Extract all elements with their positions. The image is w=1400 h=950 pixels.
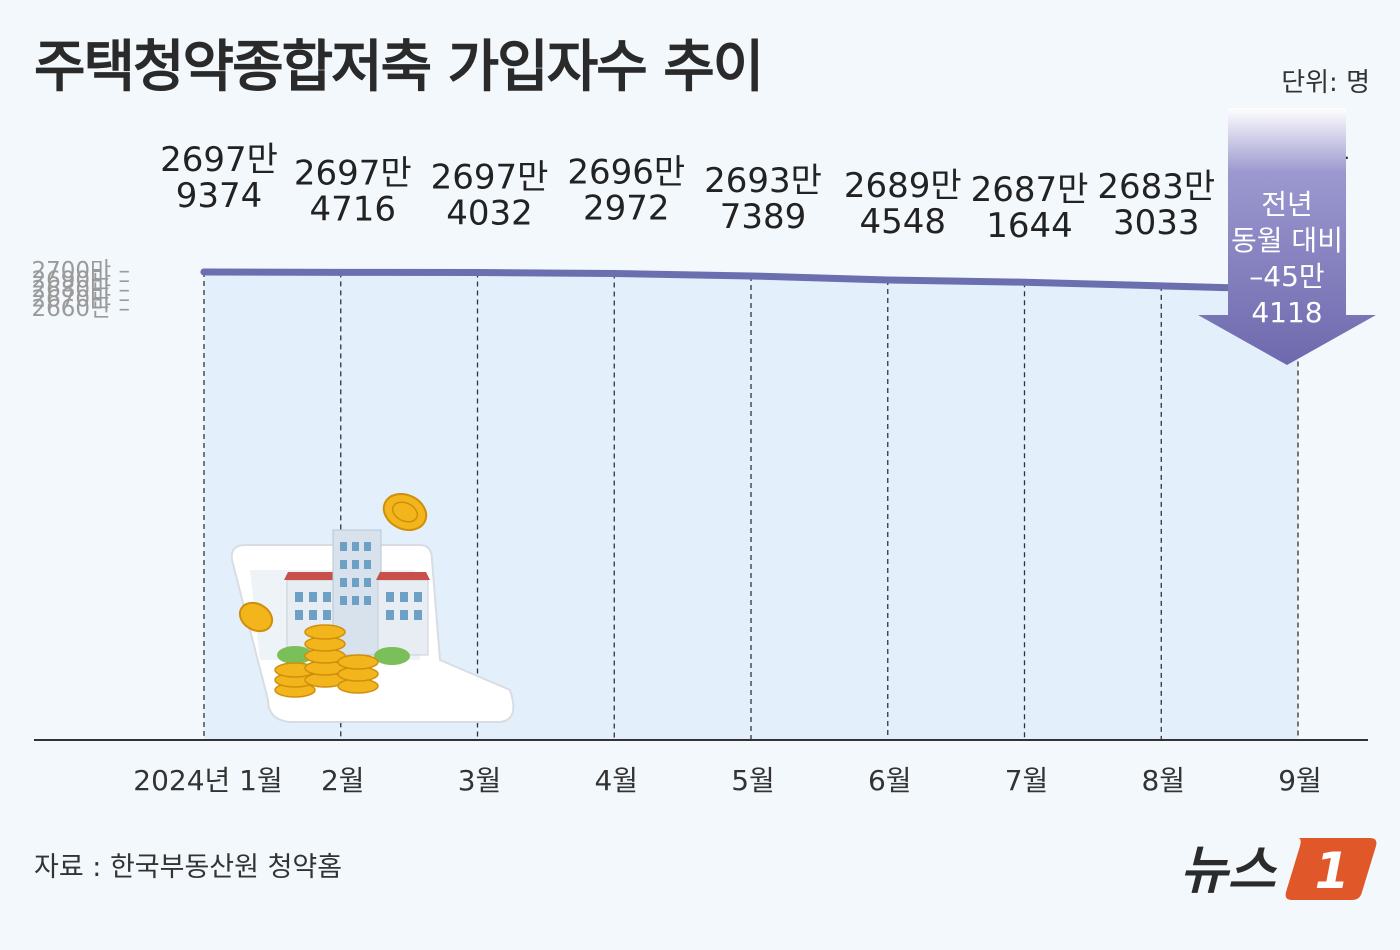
data-point-2 (337, 268, 345, 276)
data-label-bottom-8: 3033 (1113, 203, 1200, 243)
arrow-line-2: 동월 대비 (1231, 224, 1343, 257)
data-point-6 (884, 276, 892, 284)
x-tick-label-4: 4월 (594, 764, 638, 797)
data-point-4 (610, 270, 618, 278)
data-label-top-5: 2693만 (704, 161, 822, 201)
data-label-top-4: 2696만 (567, 153, 685, 193)
x-tick-label-2: 2월 (321, 764, 365, 797)
logo-mark: 1 (1315, 842, 1350, 900)
data-point-5 (747, 272, 755, 280)
data-point-7 (1021, 278, 1028, 286)
arrow-line-1: 전년 (1261, 188, 1313, 221)
data-label-top-2: 2697만 (294, 153, 412, 193)
data-label-bottom-3: 4032 (446, 193, 533, 233)
x-tick-label-5: 5월 (731, 764, 775, 797)
data-label-bottom-6: 4548 (859, 202, 946, 242)
data-label-top-1: 2697만 (160, 140, 278, 180)
x-tick-label-8: 8월 (1141, 764, 1185, 797)
x-tick-label-7: 7월 (1005, 764, 1049, 797)
data-label-bottom-7: 1644 (986, 206, 1073, 246)
data-label-bottom-4: 2972 (583, 189, 670, 229)
news1-logo: 뉴스 1 (1180, 838, 1377, 901)
yoy-change-arrow: 전년 동월 대비 –45만 4118 (1198, 108, 1376, 365)
data-label-top-7: 2687만 (971, 170, 1089, 210)
y-tick-label-4: 2670만 – (31, 287, 130, 313)
data-label-bottom-5: 7389 (720, 197, 807, 237)
y-tick-label-2: 2690만 – (31, 268, 130, 294)
x-tick-label-3: 3월 (458, 764, 502, 797)
area-fill (204, 271, 1298, 740)
data-label-bottom-1: 9374 (176, 176, 263, 216)
unit-label: 단위: 명 (1281, 68, 1370, 98)
apartment-coins-illustration (230, 493, 515, 723)
arrow-line-3: –45만 (1249, 260, 1324, 293)
chart-title: 주택청약종합저축 가입자수 추이 (34, 35, 764, 100)
arrow-line-4: 4118 (1251, 296, 1322, 329)
data-point-3 (474, 268, 481, 276)
data-point-8 (1157, 282, 1165, 290)
logo-text: 뉴스 (1180, 841, 1278, 901)
data-label-top-6: 2689만 (844, 166, 962, 206)
y-tick-label-3: 2680만 – (31, 277, 130, 303)
data-label-top-3: 2697만 (431, 157, 549, 197)
y-tick-label-5: 2660만 – (31, 296, 130, 322)
data-label-top-8: 2683만 (1097, 167, 1215, 207)
x-tick-label-1: 2024년 1월 (133, 764, 283, 797)
y-tick-label-1: 2700만 – (31, 258, 130, 284)
data-label-bottom-2: 4716 (309, 189, 396, 229)
data-point-1 (200, 268, 208, 276)
source-note: 자료 : 한국부동산원 청약홈 (34, 852, 343, 883)
x-tick-label-6: 6월 (868, 764, 912, 797)
x-tick-label-9: 9월 (1278, 764, 1322, 797)
